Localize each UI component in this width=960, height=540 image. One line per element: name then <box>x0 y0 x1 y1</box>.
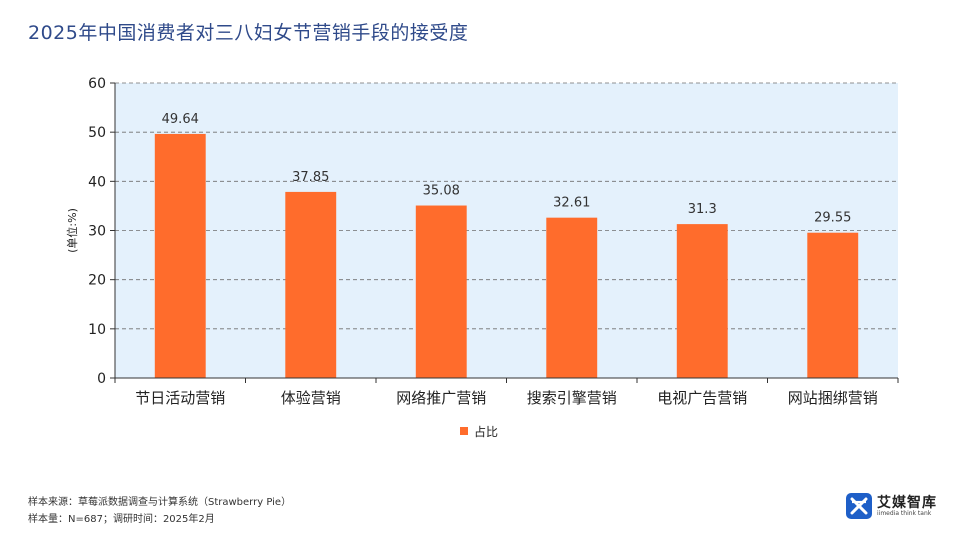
bar <box>154 133 206 378</box>
labels: 0 10 20 30 40 50 60 49.64 节日活动营销 37.85 体验营销 35.08 网络… <box>88 76 878 407</box>
bar <box>415 205 467 378</box>
x-tick-label: 电视广告营销 <box>657 389 747 407</box>
y-tick-label: 20 <box>88 273 106 289</box>
y-tick-label: 10 <box>88 322 106 338</box>
y-tick-label: 40 <box>88 174 106 190</box>
bar <box>285 191 337 378</box>
legend: 占比 <box>460 424 498 439</box>
logo: 艾媒智库 iimedia think tank <box>846 493 946 521</box>
source-note: 样本来源：草莓派数据调查与计算系统（Strawberry Pie） <box>28 497 292 508</box>
gridlines <box>115 82 898 330</box>
axes <box>110 82 899 383</box>
bar-chart: 0 10 20 30 40 50 60 49.64 节日活动营销 37.85 体验营销 35.08 网络… <box>65 76 899 439</box>
data-label: 37.85 <box>292 170 329 185</box>
data-label: 31.3 <box>688 202 717 217</box>
legend-swatch <box>460 427 468 435</box>
bar <box>676 224 728 378</box>
y-tick-label: 60 <box>88 76 106 92</box>
x-tick-label: 体验营销 <box>281 389 341 407</box>
legend-label: 占比 <box>474 424 498 439</box>
data-label: 32.61 <box>553 196 590 211</box>
iimedia-logo-icon <box>846 493 872 519</box>
y-tick-label: 50 <box>88 125 106 141</box>
bar <box>546 217 598 378</box>
page-title: 2025年中国消费者对三八妇女节营销手段的接受度 <box>28 22 469 44</box>
bar <box>807 232 859 378</box>
y-tick-label: 30 <box>88 224 106 240</box>
bars <box>154 133 859 378</box>
sample-note: 样本量：N=687；调研时间：2025年2月 <box>28 514 215 525</box>
x-tick-label: 搜索引擎营销 <box>527 389 617 407</box>
data-label: 49.64 <box>162 112 199 127</box>
logo-name: 艾媒智库 <box>877 495 937 511</box>
y-axis-label: (单位:%) <box>65 208 79 253</box>
y-tick-label: 0 <box>97 371 106 387</box>
x-tick-label: 节日活动营销 <box>135 389 225 407</box>
data-label: 29.55 <box>814 211 851 226</box>
x-tick-label: 网站捆绑营销 <box>788 389 878 407</box>
logo-subtitle: iimedia think tank <box>877 510 932 517</box>
data-label: 35.08 <box>423 184 460 199</box>
x-tick-label: 网络推广营销 <box>396 389 486 407</box>
